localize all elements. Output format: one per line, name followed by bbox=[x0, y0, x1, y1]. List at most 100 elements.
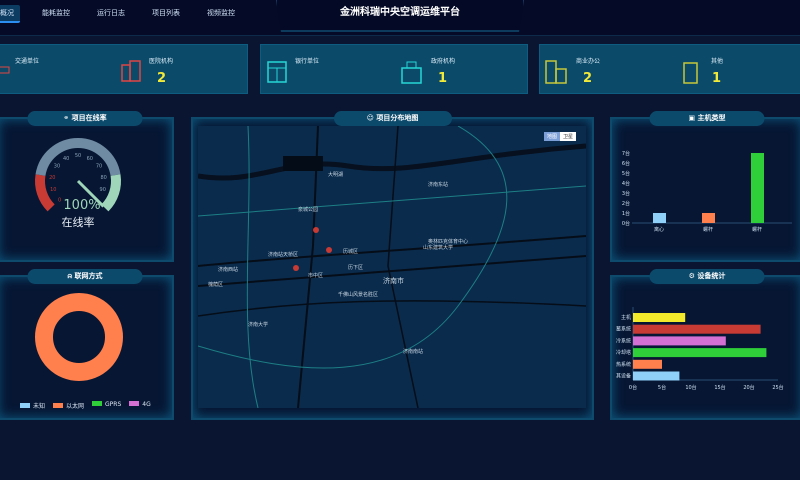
gauge-needle bbox=[76, 179, 105, 208]
stat-value: 1 bbox=[438, 71, 448, 86]
gauge-tick-label: 20 bbox=[49, 175, 55, 181]
antenna-icon: ⍾ bbox=[67, 272, 75, 280]
bar[interactable] bbox=[702, 213, 715, 223]
panel-header: ⚙ 设备统计 bbox=[649, 269, 765, 284]
gauge-tick-label: 70 bbox=[96, 164, 102, 170]
map-place-label: 济南西站 bbox=[218, 267, 239, 273]
gauge-tick-label: 50 bbox=[75, 153, 81, 159]
x-tick-label: 0台 bbox=[629, 384, 637, 391]
y-tick-label: 冷却塔 bbox=[616, 349, 631, 356]
stat-card-1: 交通单位 医院机构 2 bbox=[0, 44, 248, 94]
bar[interactable] bbox=[633, 371, 680, 381]
nav-overview[interactable]: 概况 bbox=[0, 5, 20, 23]
panel-title: 项目在线率 bbox=[71, 114, 107, 122]
bank-icon bbox=[267, 61, 287, 83]
bar[interactable] bbox=[633, 359, 662, 369]
network-legend: 未知 以太网 GPRS 4G bbox=[20, 401, 151, 410]
map-place-label: 市中区 bbox=[308, 273, 324, 279]
bar[interactable] bbox=[751, 153, 764, 223]
project-marker[interactable] bbox=[293, 265, 299, 271]
stat-label: 其他 bbox=[711, 58, 724, 65]
project-marker[interactable] bbox=[326, 247, 332, 253]
stat-value: 2 bbox=[157, 71, 167, 86]
y-tick-label: 6台 bbox=[622, 160, 630, 167]
panel-header: ⍾ 联网方式 bbox=[27, 269, 143, 284]
gauge-tick-label: 30 bbox=[54, 164, 60, 170]
government-icon bbox=[401, 61, 422, 84]
map-place-label: 济南东站 bbox=[428, 182, 449, 188]
y-tick-label: 2台 bbox=[622, 200, 630, 207]
project-marker[interactable] bbox=[313, 227, 319, 233]
map-type-switch: 地图 卫星 bbox=[543, 132, 576, 141]
map-mode-button[interactable]: 地图 bbox=[543, 132, 560, 141]
bar[interactable] bbox=[633, 313, 686, 322]
legend-item[interactable]: 4G bbox=[129, 401, 151, 410]
stat-label: 政府机构 bbox=[431, 58, 456, 65]
link-icon: ⚭ bbox=[63, 114, 72, 122]
y-tick-label: 0台 bbox=[622, 220, 630, 227]
hospital-icon bbox=[121, 60, 141, 82]
legend-item[interactable]: 以太网 bbox=[53, 401, 84, 410]
nav-video[interactable]: 视频监控 bbox=[207, 9, 235, 17]
gauge-tick-label: 80 bbox=[100, 175, 106, 181]
legend-item[interactable]: GPRS bbox=[92, 401, 121, 410]
x-tick-label: 25台 bbox=[772, 384, 783, 391]
stat-value: 1 bbox=[712, 71, 722, 86]
panel-title: 联网方式 bbox=[74, 272, 103, 280]
top-bar: 概况 能耗监控 运行日志 项目列表 视频监控 金洲科瑞中央空调运维平台 bbox=[0, 0, 800, 36]
map-place-label: 济南市 bbox=[383, 277, 404, 285]
gauge-tick-label: 10 bbox=[50, 187, 56, 193]
network-donut bbox=[35, 293, 123, 381]
map-place-label: 历下区 bbox=[348, 265, 364, 271]
gauge-tick-label: 40 bbox=[63, 156, 69, 162]
stat-label: 银行单位 bbox=[295, 58, 320, 65]
device-stats-panel: ⚙ 设备统计 0台 5台 10台 15台 20台 25台 主机 蓄系统 冷系统 冷却塔 热系统 其设备 bbox=[610, 269, 800, 420]
x-tick-label: 5台 bbox=[658, 384, 666, 391]
x-tick-label: 螺杆 bbox=[703, 226, 713, 233]
nav-log[interactable]: 运行日志 bbox=[97, 9, 125, 17]
map-place-label: 泉城公园 bbox=[298, 207, 319, 213]
map-place-label: 济南南站 bbox=[403, 349, 424, 355]
map-place-label: 济南大学 bbox=[248, 322, 269, 328]
gauge-tick-label: 90 bbox=[100, 187, 106, 193]
bar[interactable] bbox=[633, 348, 767, 358]
stat-label: 商业办公 bbox=[576, 58, 601, 65]
bar[interactable] bbox=[633, 324, 761, 334]
map-roads bbox=[198, 126, 586, 408]
nav-projects[interactable]: 项目列表 bbox=[152, 9, 180, 17]
x-tick-label: 20台 bbox=[743, 384, 754, 391]
panel-title: 主机类型 bbox=[697, 114, 726, 122]
panel-title: 项目分布地图 bbox=[376, 114, 419, 122]
y-tick-label: 其设备 bbox=[616, 373, 631, 380]
y-tick-label: 冷系统 bbox=[616, 337, 631, 344]
wrench-icon: ⚙ bbox=[688, 272, 698, 280]
x-tick-label: 螺杆 bbox=[752, 226, 762, 233]
stat-card-2: 银行单位 政府机构 1 bbox=[260, 44, 528, 94]
map-place-label: 天桥区 bbox=[283, 252, 299, 258]
map-view[interactable]: 济南市 天桥区 历城区 历下区 槐荫区 市中区 济南西站 济南东站 济南站 济南大学 千佛山风景名胜… bbox=[198, 126, 586, 408]
y-tick-label: 1台 bbox=[622, 210, 630, 217]
map-panel: ☺ 项目分布地图 济南市 天桥区 历城区 历下区 槐荫区 市中区 济南西站 济南东站 济南站 济南… bbox=[191, 111, 594, 420]
bar[interactable] bbox=[633, 336, 726, 346]
building-icon bbox=[683, 62, 698, 84]
stat-label: 医院机构 bbox=[149, 58, 174, 65]
y-tick-label: 3台 bbox=[622, 190, 630, 197]
stat-card-3: 商业办公 2 其他 1 bbox=[539, 44, 800, 94]
online-rate-panel: ⚭ 项目在线率 0 10 20 30 40 50 60 70 80 90 100% 在线率 bbox=[0, 111, 174, 262]
page-title: 金洲科瑞中央空调运维平台 bbox=[276, 0, 524, 32]
donut-slice-ethernet bbox=[35, 293, 123, 381]
legend-item[interactable]: 未知 bbox=[20, 401, 45, 410]
nav-energy[interactable]: 能耗监控 bbox=[42, 9, 70, 17]
clipboard-icon: ▣ bbox=[688, 114, 698, 122]
user-location-icon: ☺ bbox=[366, 114, 377, 122]
panel-header: ☺ 项目分布地图 bbox=[333, 111, 452, 126]
y-tick-label: 7台 bbox=[622, 150, 630, 157]
bar[interactable] bbox=[653, 213, 666, 223]
map-place-label: 历城区 bbox=[343, 249, 359, 255]
y-tick-label: 5台 bbox=[622, 170, 630, 177]
map-place-label: 大明湖 bbox=[328, 172, 344, 178]
satellite-mode-button[interactable]: 卫星 bbox=[559, 132, 576, 141]
y-tick-label: 热系统 bbox=[616, 361, 631, 368]
